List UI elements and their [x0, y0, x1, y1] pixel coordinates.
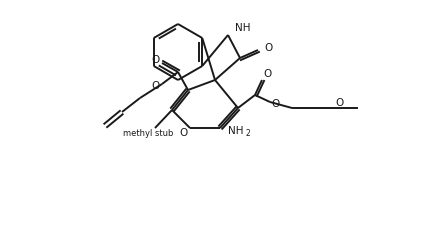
Text: O: O	[272, 99, 280, 109]
Text: NH: NH	[235, 23, 250, 33]
Text: O: O	[152, 55, 160, 65]
Text: NH: NH	[228, 126, 243, 136]
Text: O: O	[264, 69, 272, 79]
Text: 2: 2	[246, 129, 251, 138]
Text: O: O	[336, 98, 344, 108]
Text: O: O	[151, 81, 159, 91]
Text: O: O	[180, 128, 188, 138]
Text: methyl stub: methyl stub	[123, 128, 173, 138]
Text: O: O	[264, 43, 272, 53]
